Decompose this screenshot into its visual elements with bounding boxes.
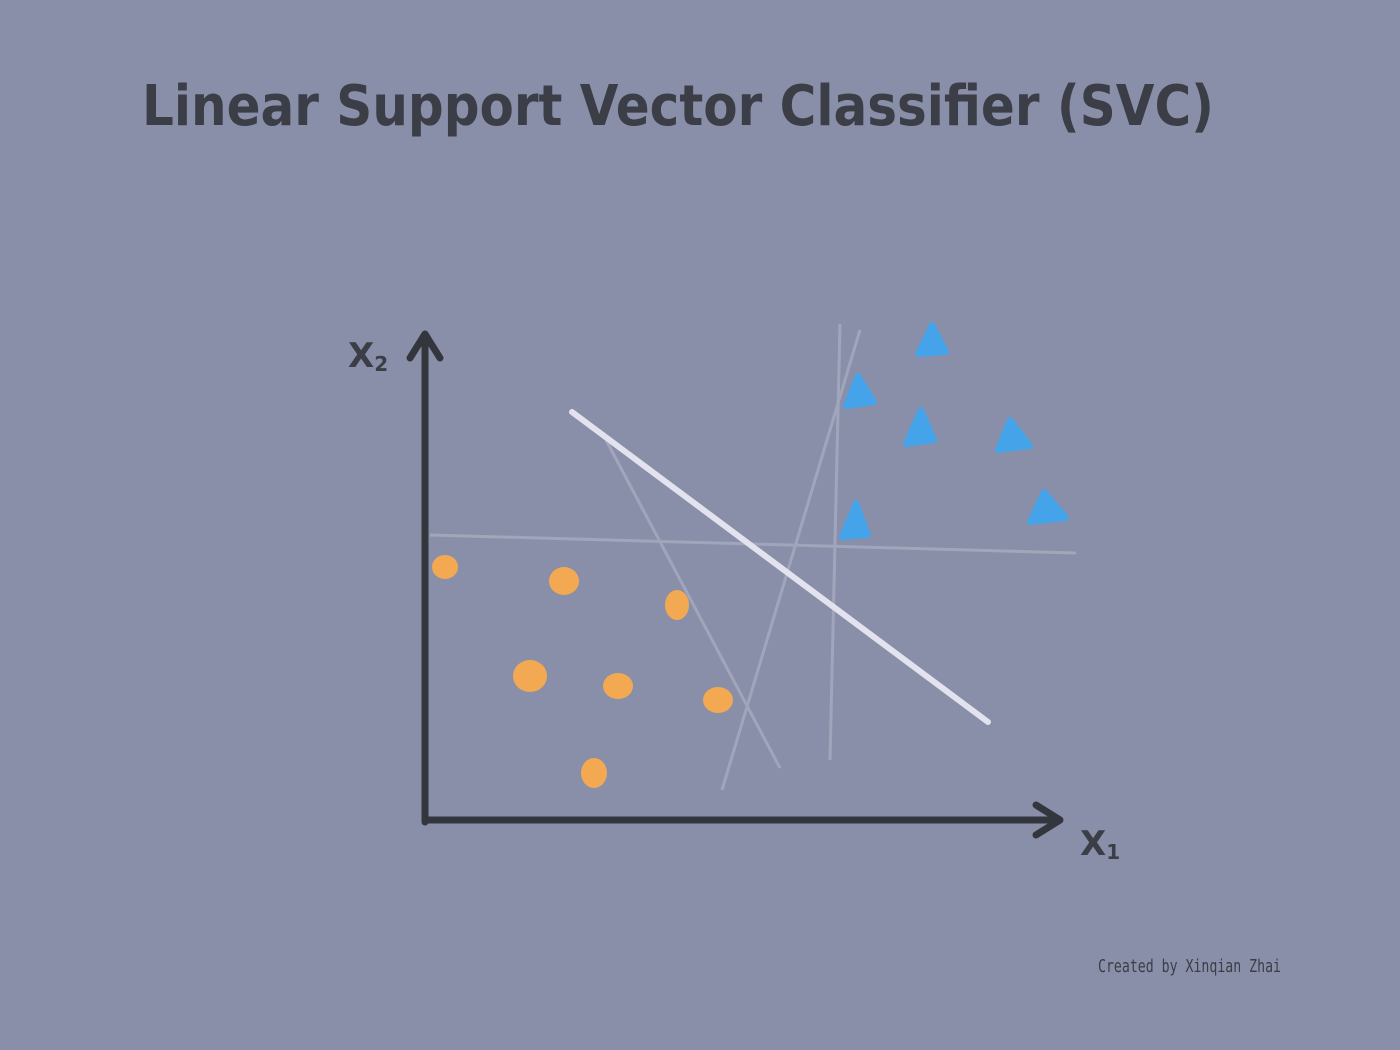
x-axis-label: X1 [1080, 824, 1120, 864]
x-axis-letter: X [1080, 824, 1106, 864]
point [665, 590, 689, 620]
hyperplane [569, 409, 991, 725]
point [839, 500, 871, 540]
x-arrow [1032, 801, 1064, 839]
title: Linear Support Vector Classifier (SVC) [142, 74, 1214, 139]
class-a-points [432, 555, 733, 788]
axes [406, 330, 1064, 839]
point [703, 687, 733, 713]
point [549, 567, 579, 595]
point [995, 417, 1033, 453]
x-axis-subscript: 1 [1106, 840, 1120, 864]
point [915, 322, 949, 357]
y-axis-subscript: 2 [374, 352, 388, 376]
point [603, 673, 633, 699]
point [432, 555, 458, 579]
y-axis-letter: X [348, 336, 374, 376]
y-arrow [406, 330, 444, 362]
y-axis-label: X2 [348, 336, 388, 376]
candidate-line [604, 439, 782, 769]
class-b-points [839, 322, 1069, 540]
point [513, 660, 547, 692]
point [843, 373, 877, 409]
point [903, 407, 937, 447]
point [1027, 489, 1069, 525]
candidate-line [828, 323, 842, 761]
point [581, 758, 607, 788]
credit: Created by Xinqian Zhai [1098, 956, 1281, 977]
